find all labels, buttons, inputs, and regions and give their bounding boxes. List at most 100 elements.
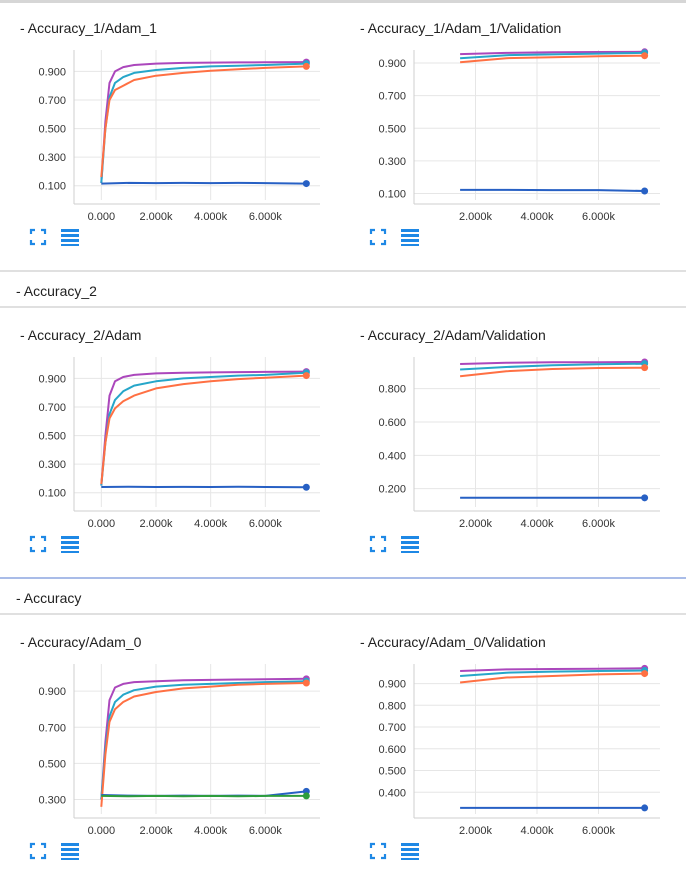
series-line xyxy=(100,677,307,800)
y-tick-label: 0.100 xyxy=(378,188,406,200)
series-endpoint xyxy=(641,52,649,60)
series-line xyxy=(460,669,645,677)
group-divider xyxy=(0,577,686,579)
y-tick-label: 0.400 xyxy=(378,450,406,462)
toggle-data-icon[interactable] xyxy=(400,227,420,247)
series-endpoint xyxy=(302,792,310,800)
chart-title: - Accuracy_2/Adam xyxy=(20,327,142,343)
series-line xyxy=(460,51,645,60)
x-tick-label: 6.000k xyxy=(249,518,283,530)
series-line xyxy=(460,188,645,192)
series-line xyxy=(100,370,307,486)
line-chart: 0.200 0.400 0.600 0.800 2.000k 4.000k 6.000k xyxy=(378,357,660,530)
y-tick-label: 0.100 xyxy=(38,181,66,193)
y-tick-label: 0.900 xyxy=(378,679,406,691)
fullscreen-icon[interactable] xyxy=(368,534,388,554)
series-endpoint xyxy=(302,372,310,380)
x-tick-label: 6.000k xyxy=(582,518,616,530)
fullscreen-icon[interactable] xyxy=(368,841,388,861)
x-tick-label: 6.000k xyxy=(249,211,283,223)
x-tick-label: 4.000k xyxy=(194,211,228,223)
chart-title: - Accuracy_2/Adam/Validation xyxy=(360,327,546,343)
series-line xyxy=(100,65,307,178)
toggle-data-icon[interactable] xyxy=(60,841,80,861)
x-tick-label: 2.000k xyxy=(459,211,493,223)
y-tick-label: 0.300 xyxy=(38,152,66,164)
x-tick-label: 2.000k xyxy=(459,825,493,837)
y-tick-label: 0.500 xyxy=(38,431,66,443)
y-tick-label: 0.700 xyxy=(378,722,406,734)
y-tick-label: 0.800 xyxy=(378,384,406,396)
x-tick-label: 2.000k xyxy=(459,518,493,530)
x-tick-label: 4.000k xyxy=(520,211,554,223)
x-tick-label: 2.000k xyxy=(139,825,173,837)
series-line xyxy=(100,374,307,485)
line-chart: 0.400 0.500 0.600 0.700 0.800 0.900 2.000k 4.00… xyxy=(378,664,660,837)
y-tick-label: 0.500 xyxy=(38,758,66,770)
group-title-accuracy[interactable]: - Accuracy xyxy=(16,590,82,606)
chart-title: - Accuracy/Adam_0/Validation xyxy=(360,634,546,650)
y-tick-label: 0.500 xyxy=(38,124,66,136)
y-tick-label: 0.400 xyxy=(378,787,406,799)
x-tick-label: 4.000k xyxy=(520,518,554,530)
y-tick-label: 0.300 xyxy=(378,156,406,168)
y-tick-label: 0.900 xyxy=(38,373,66,385)
chart-card: - Accuracy_2/Adam 0.100 0.300 0.500 0.700 0.… xyxy=(16,327,356,557)
top-border xyxy=(0,0,686,3)
series-endpoint xyxy=(641,804,649,812)
y-tick-label: 0.900 xyxy=(378,58,406,70)
group-divider xyxy=(0,270,686,272)
group-title-accuracy-2[interactable]: - Accuracy_2 xyxy=(16,283,97,299)
series-line xyxy=(460,667,645,672)
toggle-data-icon[interactable] xyxy=(60,534,80,554)
fullscreen-icon[interactable] xyxy=(28,227,48,247)
x-tick-label: 2.000k xyxy=(139,211,173,223)
fullscreen-icon[interactable] xyxy=(28,841,48,861)
line-chart: 0.100 0.300 0.500 0.700 0.900 0.000 2.000k 4.00… xyxy=(38,357,320,530)
series-endpoint xyxy=(302,679,310,687)
y-tick-label: 0.100 xyxy=(38,488,66,500)
series-endpoint xyxy=(641,364,649,372)
group-divider xyxy=(0,306,686,308)
series-line xyxy=(100,682,307,807)
x-tick-label: 6.000k xyxy=(582,211,616,223)
y-tick-label: 0.300 xyxy=(38,459,66,471)
series-line xyxy=(460,362,645,371)
chart-title: - Accuracy/Adam_0 xyxy=(20,634,142,650)
y-tick-label: 0.600 xyxy=(378,744,406,756)
series-endpoint xyxy=(302,180,310,188)
toggle-data-icon[interactable] xyxy=(400,534,420,554)
line-chart: 0.300 0.500 0.700 0.900 0.000 2.000k 4.000k 6.0… xyxy=(38,664,320,837)
series-line xyxy=(100,371,307,486)
chart-card: - Accuracy/Adam_0/Validation 0.400 0.500 0… xyxy=(356,634,686,864)
chart-card: - Accuracy_1/Adam_1 0.100 0.300 0.500 0.700… xyxy=(16,20,356,250)
fullscreen-icon[interactable] xyxy=(368,227,388,247)
y-tick-label: 0.500 xyxy=(378,123,406,135)
line-chart: 0.100 0.300 0.500 0.700 0.900 2.000k 4.000k 6.0… xyxy=(378,48,660,223)
series-line xyxy=(101,485,307,489)
series-line xyxy=(459,672,645,684)
series-line xyxy=(460,361,645,365)
x-tick-label: 0.000 xyxy=(88,518,116,530)
x-tick-label: 6.000k xyxy=(249,825,283,837)
x-tick-label: 4.000k xyxy=(194,825,228,837)
series-line xyxy=(100,680,307,800)
y-tick-label: 0.800 xyxy=(378,700,406,712)
y-tick-label: 0.700 xyxy=(378,91,406,103)
y-tick-label: 0.700 xyxy=(38,722,66,734)
series-endpoint xyxy=(641,670,649,678)
series-endpoint xyxy=(641,187,649,195)
x-tick-label: 0.000 xyxy=(88,825,116,837)
y-tick-label: 0.900 xyxy=(38,66,66,78)
fullscreen-icon[interactable] xyxy=(28,534,48,554)
toggle-data-icon[interactable] xyxy=(400,841,420,861)
x-tick-label: 2.000k xyxy=(139,518,173,530)
toggle-data-icon[interactable] xyxy=(60,227,80,247)
y-tick-label: 0.200 xyxy=(378,484,406,496)
line-chart: 0.100 0.300 0.500 0.700 0.900 0.000 2.000k 4.00… xyxy=(38,50,320,223)
series-endpoint xyxy=(302,483,310,491)
y-tick-label: 0.900 xyxy=(38,686,66,698)
series-line xyxy=(459,366,645,378)
y-tick-label: 0.700 xyxy=(38,95,66,107)
y-tick-label: 0.600 xyxy=(378,417,406,429)
